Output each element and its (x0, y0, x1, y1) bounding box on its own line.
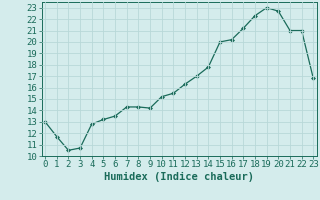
X-axis label: Humidex (Indice chaleur): Humidex (Indice chaleur) (104, 172, 254, 182)
